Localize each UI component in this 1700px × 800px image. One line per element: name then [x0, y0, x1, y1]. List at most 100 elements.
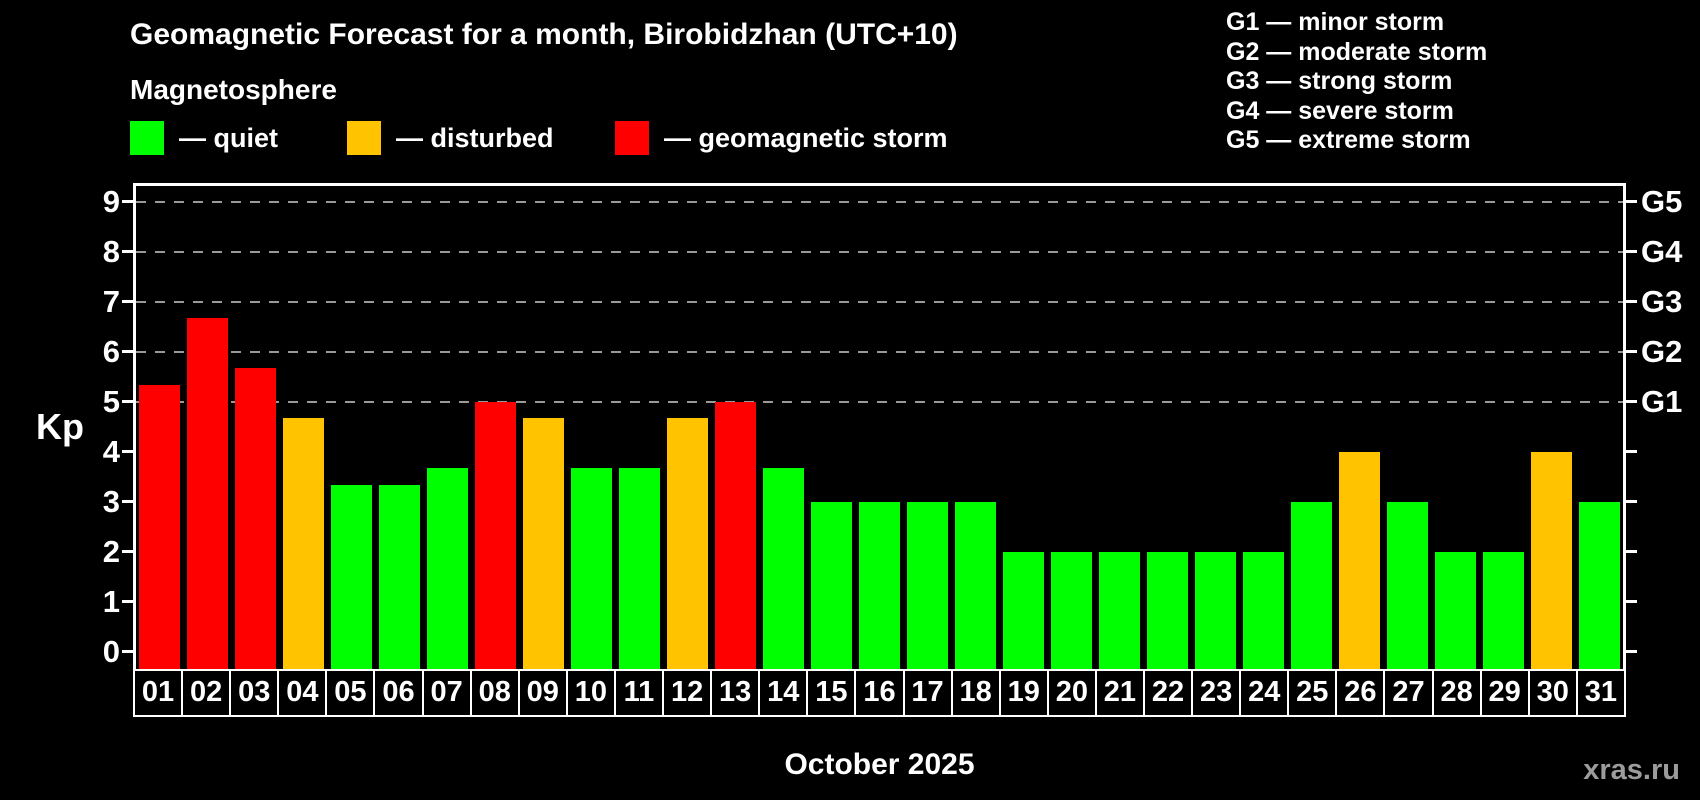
- y-axis-tick-right-4: [1626, 450, 1637, 453]
- y-axis-tick-right-3: [1626, 500, 1637, 503]
- gridline-kp-8: [136, 250, 1623, 253]
- quiet-color-swatch: [130, 121, 164, 155]
- y-axis-tick-left-6: [122, 350, 133, 353]
- day-label-13: 13: [712, 669, 761, 717]
- day-label-14: 14: [760, 669, 809, 717]
- day-label-07: 07: [423, 669, 472, 717]
- day-label-31: 31: [1577, 669, 1626, 717]
- legend-item-disturbed: — disturbed: [347, 120, 554, 156]
- day-label-12: 12: [664, 669, 713, 717]
- bar-day-06: [379, 485, 421, 669]
- storm-color-swatch: [615, 121, 649, 155]
- y-axis-tick-left-3: [122, 500, 133, 503]
- bar-day-26: [1338, 451, 1380, 669]
- legend-label-storm: — geomagnetic storm: [664, 122, 948, 153]
- chart-title: Geomagnetic Forecast for a month, Birobi…: [130, 18, 958, 51]
- bar-day-14: [763, 468, 805, 669]
- legend-item-storm: — geomagnetic storm: [615, 120, 948, 156]
- day-label-29: 29: [1481, 669, 1530, 717]
- day-label-21: 21: [1096, 669, 1145, 717]
- day-label-24: 24: [1241, 669, 1290, 717]
- legend-label-quiet: — quiet: [179, 122, 278, 153]
- y-axis-label-6: 6: [102, 333, 120, 369]
- legend-label-disturbed: — disturbed: [396, 122, 554, 153]
- x-axis-title: October 2025: [784, 748, 975, 781]
- y-axis-tick-left-4: [122, 450, 133, 453]
- bar-day-17: [906, 501, 948, 669]
- bar-day-02: [187, 318, 229, 669]
- y-axis-tick-right-5: [1626, 400, 1637, 403]
- bar-day-25: [1290, 501, 1332, 669]
- right-axis-label-g5: G5: [1641, 183, 1683, 219]
- bar-day-24: [1242, 551, 1284, 669]
- bar-day-22: [1146, 551, 1188, 669]
- bar-day-30: [1530, 451, 1572, 669]
- bar-day-23: [1194, 551, 1236, 669]
- day-label-28: 28: [1433, 669, 1482, 717]
- day-label-08: 08: [471, 669, 520, 717]
- legend-item-quiet: — quiet: [130, 120, 278, 156]
- bar-day-10: [571, 468, 613, 669]
- y-axis-title: Kp: [36, 406, 84, 447]
- bar-day-18: [954, 501, 996, 669]
- bar-day-04: [283, 418, 325, 669]
- bar-day-12: [667, 418, 709, 669]
- day-label-18: 18: [952, 669, 1001, 717]
- right-axis-label-g4: G4: [1641, 233, 1683, 269]
- bar-day-29: [1482, 551, 1524, 669]
- y-axis-tick-left-9: [122, 200, 133, 203]
- g-scale-legend-line-g5: G5 — extreme storm: [1226, 126, 1471, 154]
- day-label-15: 15: [808, 669, 857, 717]
- disturbed-color-swatch: [347, 121, 381, 155]
- y-axis-label-7: 7: [102, 283, 120, 319]
- y-axis-tick-left-2: [122, 550, 133, 553]
- g-scale-legend-line-g4: G4 — severe storm: [1226, 96, 1454, 125]
- day-label-10: 10: [567, 669, 616, 717]
- bar-day-20: [1050, 551, 1092, 669]
- gridline-kp-5: [136, 400, 1623, 403]
- day-label-11: 11: [615, 669, 665, 717]
- y-axis-tick-right-7: [1626, 300, 1637, 303]
- y-axis-label-0: 0: [102, 633, 120, 669]
- day-label-27: 27: [1385, 669, 1434, 717]
- day-label-01: 01: [135, 669, 184, 717]
- day-label-23: 23: [1193, 669, 1242, 717]
- gridline-kp-6: [136, 350, 1623, 353]
- day-label-17: 17: [904, 669, 953, 717]
- y-axis-tick-right-0: [1626, 650, 1637, 653]
- day-label-05: 05: [327, 669, 376, 717]
- y-axis-tick-left-7: [122, 300, 133, 303]
- bar-day-31: [1578, 501, 1620, 669]
- plot-area: 0 1 2 3 4 5 6 7 8 9 G1 G2 G3 G4 G5: [103, 183, 1682, 669]
- y-axis-label-9: 9: [102, 183, 120, 219]
- y-axis-tick-right-2: [1626, 550, 1637, 553]
- y-axis-tick-left-8: [122, 250, 133, 253]
- day-label-19: 19: [1000, 669, 1049, 717]
- right-axis-label-g3: G3: [1641, 283, 1683, 319]
- day-label-26: 26: [1337, 669, 1386, 717]
- y-axis-label-1: 1: [102, 583, 120, 619]
- bar-day-16: [859, 501, 900, 669]
- day-label-03: 03: [231, 669, 280, 717]
- g-scale-legend-line-g3: G3 — strong storm: [1226, 67, 1453, 95]
- day-label-30: 30: [1529, 669, 1578, 717]
- bar-day-09: [523, 418, 565, 669]
- bar-day-27: [1386, 501, 1428, 669]
- bar-day-03: [235, 368, 277, 669]
- y-axis-tick-left-5: [122, 400, 133, 403]
- x-axis-day-labels: 01 02 03 04 05 06 07 08 09 10 11 12 13 14 15 16 17 18 19 20…: [133, 669, 1626, 717]
- day-label-09: 09: [519, 669, 568, 717]
- day-label-22: 22: [1144, 669, 1194, 717]
- right-axis-label-g2: G2: [1641, 333, 1683, 369]
- day-label-20: 20: [1048, 669, 1097, 717]
- y-axis-tick-right-9: [1626, 200, 1637, 203]
- y-axis-label-2: 2: [102, 533, 120, 569]
- bar-day-21: [1098, 551, 1140, 669]
- bar-day-15: [811, 501, 853, 669]
- y-axis-label-4: 4: [102, 433, 120, 469]
- watermark: xras.ru: [1583, 754, 1680, 786]
- day-label-06: 06: [375, 669, 424, 717]
- g-scale-legend-line-g2: G2 — moderate storm: [1226, 37, 1488, 66]
- y-axis-tick-right-6: [1626, 350, 1637, 353]
- bar-day-05: [331, 485, 373, 669]
